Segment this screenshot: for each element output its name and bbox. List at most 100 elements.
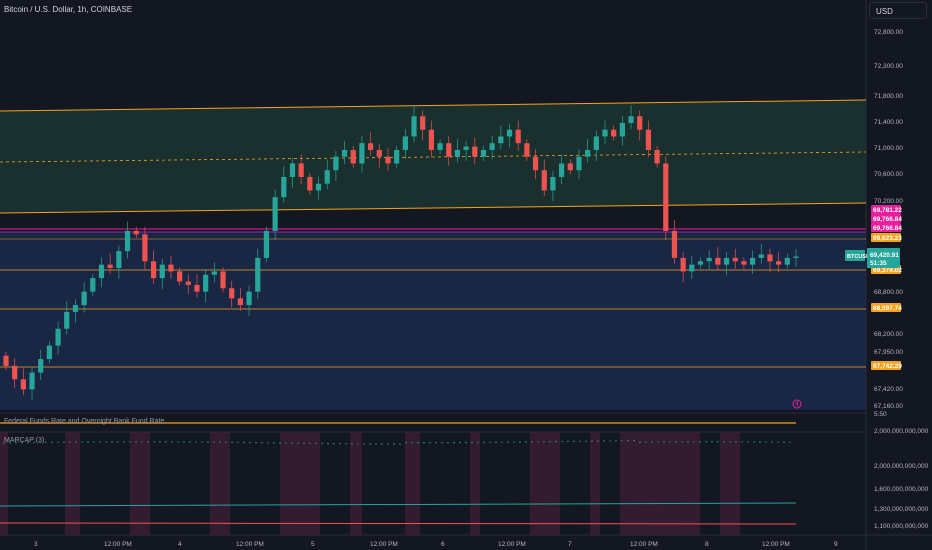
price-axis-label: 72,800.00: [874, 29, 903, 36]
candle: [376, 144, 382, 168]
marcap-band: [720, 432, 740, 535]
marcap-dot: [687, 441, 689, 443]
time-axis[interactable]: 3 12:00 PM 4 12:00 PM 5 12:00 PM 6 12:00 PM 7 12:…: [34, 541, 838, 548]
marcap-dot: [105, 441, 107, 443]
marcap-dot: [393, 443, 395, 445]
marcap-dot: [117, 441, 119, 443]
candle: [237, 287, 243, 311]
time-axis-label: 9: [834, 541, 838, 548]
candle: [107, 253, 113, 274]
candle: [732, 248, 738, 269]
price-tags: 69,781.22 69,766.84 69,766.84 69,623.23 69,3…: [871, 205, 902, 370]
candle: [159, 258, 165, 289]
price-tag-label: 69,766.84: [873, 216, 902, 223]
candle: [723, 252, 730, 276]
time-axis-label: 12:00 PM: [370, 541, 398, 548]
candle: [46, 341, 53, 364]
price-axis-label: 72,300.00: [874, 63, 903, 70]
time-axis-label: 7: [568, 541, 572, 548]
candle: [324, 159, 330, 190]
candle: [281, 166, 287, 203]
candle: [385, 147, 391, 171]
marcap-dot: [201, 441, 203, 443]
marcap-dot: [537, 441, 539, 443]
time-axis-label: 6: [441, 541, 445, 548]
candle: [133, 226, 139, 239]
candle: [90, 274, 96, 296]
marcap-dot: [435, 441, 437, 444]
marcap-dot: [375, 443, 377, 445]
marcap-band: [405, 432, 420, 535]
indicator-fed-rate-title[interactable]: Federal Funds Rate and Overnight Bank Fu…: [4, 418, 165, 425]
time-axis-label: 3: [34, 541, 38, 548]
candle: [359, 135, 365, 173]
price-tag-label: 69,374.02: [873, 267, 902, 274]
currency-selector[interactable]: USD: [869, 2, 927, 19]
marcap-dot: [771, 441, 773, 443]
marcap-dot: [711, 441, 713, 443]
marcap-dot: [213, 441, 215, 443]
indicator-marcap-title[interactable]: MARCAP (3): [4, 437, 45, 444]
marcap-band: [65, 432, 80, 535]
marcap-band: [280, 432, 320, 535]
candle: [29, 366, 35, 401]
marcap-dot: [627, 440, 629, 442]
price-axis-label: 67,420.00: [874, 386, 903, 393]
marcap-dot: [285, 442, 287, 444]
marcap-band: [0, 432, 8, 535]
marcap-dot: [267, 442, 269, 444]
marcap-dot: [429, 441, 431, 444]
marcap-dot: [579, 440, 581, 443]
candle: [593, 130, 599, 161]
channel-top-line: [0, 99, 867, 112]
marcap-dot: [333, 442, 335, 445]
marcap-dot: [555, 440, 557, 443]
marcap-dot: [525, 441, 527, 443]
marcap-dot: [135, 441, 137, 443]
price-axis[interactable]: 72,800.00 72,300.00 71,800.00 71,400.00 71,0…: [874, 29, 903, 418]
alert-icon[interactable]: [792, 399, 802, 409]
marcap-dot: [693, 441, 695, 443]
candlestick-series[interactable]: [3, 105, 799, 401]
marcap-band: [530, 432, 560, 535]
candle: [489, 135, 495, 160]
time-axis-label: 8: [705, 541, 709, 548]
price-axis-label: 67,950.00: [874, 349, 903, 356]
marcap-dot: [729, 441, 731, 443]
candle: [645, 120, 652, 158]
marcap-dot: [441, 441, 443, 444]
time-axis-label: 12:00 PM: [498, 541, 526, 548]
marcap-dot: [189, 441, 191, 443]
marcap-dot: [249, 441, 251, 444]
candle: [411, 105, 417, 143]
candle: [64, 301, 70, 335]
marcap-dot: [777, 441, 779, 443]
marcap-dot: [615, 440, 617, 442]
marcap-dot: [357, 443, 359, 445]
marcap-dot: [51, 441, 53, 444]
marcap-dot: [219, 441, 221, 443]
channel-bottom-line: [0, 202, 867, 214]
marcap-dot: [495, 441, 497, 444]
candle: [619, 115, 625, 146]
marcap-dot: [621, 440, 623, 442]
price-axis-label: 71,800.00: [874, 93, 903, 100]
marcap-dot: [783, 441, 785, 443]
marcap-dot: [411, 441, 413, 444]
marcap-dot: [237, 441, 239, 444]
marcap-dot: [3, 442, 5, 444]
candle: [628, 105, 634, 129]
candle: [637, 110, 643, 141]
candle: [611, 125, 617, 141]
marcap-dot: [27, 441, 29, 444]
candle: [741, 257, 747, 269]
price-tag: [871, 205, 901, 214]
marcap-dot: [477, 441, 479, 444]
symbol-title[interactable]: Bitcoin / U.S. Dollar, 1h, COINBASE: [4, 5, 133, 14]
price-axis-label: 68,200.00: [874, 331, 903, 338]
upper-channel-zone: [0, 100, 866, 213]
marcap-band: [210, 432, 230, 535]
marcap-dot: [405, 441, 407, 444]
candle: [255, 248, 261, 300]
